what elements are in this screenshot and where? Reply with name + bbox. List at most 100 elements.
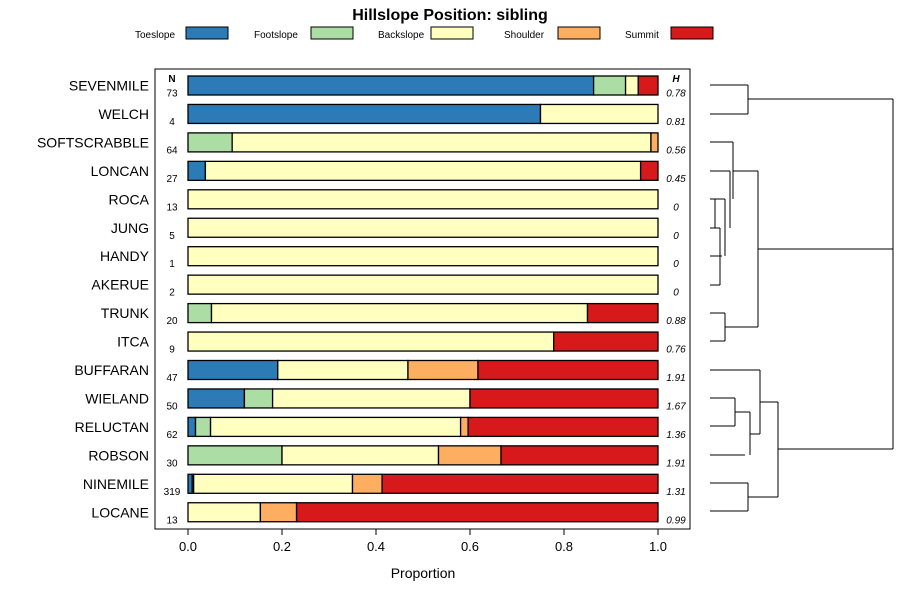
category-label: LOCANE [91,504,149,520]
bar-segment-backslope [204,160,642,182]
category-label: HANDY [100,248,150,264]
bar-segment-backslope [209,416,462,438]
n-value: 27 [166,174,178,185]
bar-segment-shoulder [259,502,298,523]
category-label: JUNG [111,220,149,236]
x-tick-label: 0.8 [555,539,573,554]
bar-segment-summit [553,331,659,352]
category-label: NINEMILE [83,476,149,492]
category-label: SEVENMILE [69,78,149,94]
bar-segment-toeslope [187,388,246,409]
category-label: TRUNK [101,305,150,321]
bar-segment-backslope [539,103,659,125]
h-value: 0 [673,288,679,299]
bars [187,75,659,523]
legend-label-toeslope: Toeslope [135,30,175,41]
h-value: 0.45 [666,174,686,185]
bar-segment-summit [295,502,659,523]
n-value: 1 [169,259,175,270]
category-label: ROCA [109,191,150,207]
n-value: 62 [166,430,178,441]
h-value: 0 [673,202,679,213]
h-value: 0 [673,259,679,270]
legend-swatch-backslope [430,26,474,40]
n-value: 30 [166,458,178,469]
h-value: 1.91 [666,373,685,384]
bar-segment-shoulder [437,445,502,466]
bar-segment-toeslope [187,103,542,125]
x-tick-label: 0.4 [367,539,385,554]
h-value: 1.31 [666,487,685,498]
n-value: 13 [166,202,178,213]
n-value: 73 [166,89,178,100]
category-label: AKERUE [91,277,149,293]
bar-segment-toeslope [187,416,197,438]
x-tick-label: 1.0 [649,539,667,554]
n-value: 4 [169,117,175,128]
n-header: N [168,74,175,85]
legend: Toeslope Footslope Backslope Shoulder Summit [135,26,714,41]
h-value: 0.88 [666,316,686,327]
bar-segment-summit [586,302,659,324]
h-value: 1.91 [666,458,685,469]
bar-segment-backslope [624,75,639,96]
bar-segment-backslope [277,359,409,381]
category-label: WIELAND [85,390,149,406]
n-value: 319 [164,487,181,498]
h-value: 1.67 [666,401,686,412]
n-value: 9 [169,345,175,356]
category-label: SOFTSCRABBLE [37,134,149,150]
bar-segment-summit [469,388,659,409]
category-label: ITCA [117,334,150,350]
legend-label-summit: Summit [625,30,659,41]
h-value: 0.56 [666,145,686,156]
h-value: 0 [673,231,679,242]
x-axis: 0.0 0.2 0.4 0.6 0.8 1.0 [179,529,667,554]
n-value: 20 [166,316,178,327]
n-value: 5 [169,231,175,242]
n-value: 47 [166,373,178,384]
n-value: 50 [166,401,178,412]
legend-swatch-footslope [310,26,354,40]
n-value: 13 [166,515,178,526]
bar-segment-shoulder [351,473,383,494]
category-label: LONCAN [91,163,149,179]
plot-panel [154,68,691,530]
bar-segment-footslope [194,416,212,438]
bar-segment-toeslope [187,75,595,96]
category-label: BUFFARAN [74,362,149,378]
x-axis-title: Proportion [391,565,456,581]
bar-segment-footslope [592,75,627,96]
legend-label-shoulder: Shoulder [504,30,545,41]
category-label: RELUCTAN [75,419,149,435]
bar-segment-backslope [187,246,659,267]
bar-segment-backslope [281,445,440,466]
bar-segment-backslope [187,331,555,352]
bar-segment-backslope [187,274,659,295]
bar-segment-backslope [231,132,652,153]
bar-segment-backslope [210,302,589,324]
h-value: 0.99 [666,515,686,526]
legend-swatch-shoulder [557,26,601,40]
x-tick-label: 0.6 [461,539,479,554]
h-value: 0.81 [666,117,685,128]
h-value: 1.36 [666,430,686,441]
bar-segment-shoulder [407,359,479,381]
legend-swatch-toeslope [185,26,229,40]
bar-segment-summit [477,359,659,381]
category-label: WELCH [98,106,149,122]
bar-segment-summit [467,416,659,438]
category-labels: SEVENMILE WELCH SOFTSCRABBLE LONCAN ROCA JUNG… [37,78,150,521]
bar-segment-footslope [243,388,274,409]
legend-label-backslope: Backslope [378,30,425,41]
bar-segment-backslope [192,473,354,494]
legend-swatch-summit [670,26,714,40]
bar-segment-summit [500,445,659,466]
h-value: 0.78 [666,89,686,100]
bar-segment-footslope [187,445,283,466]
bar-segment-backslope [187,502,262,523]
bar-segment-summit [637,75,659,96]
bar-segment-backslope [271,388,471,409]
